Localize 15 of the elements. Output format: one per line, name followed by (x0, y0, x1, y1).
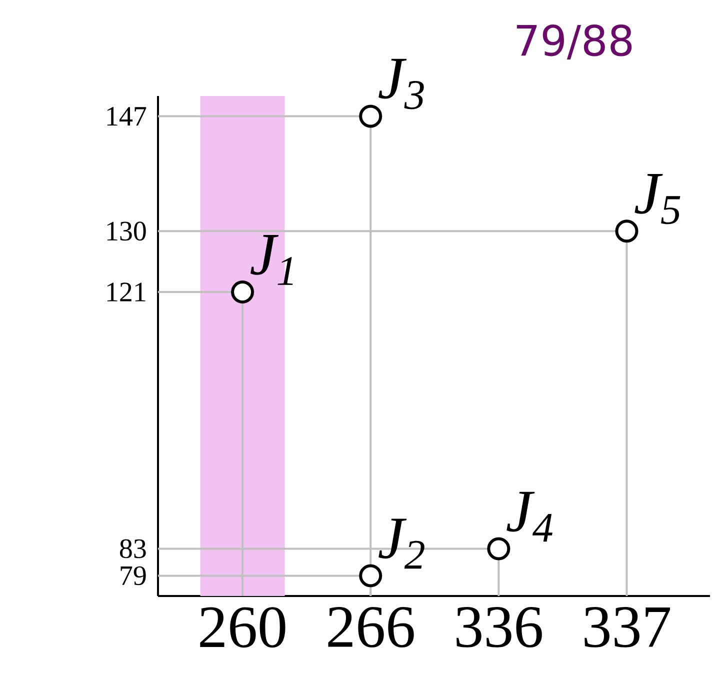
chart-title: 79/88 (516, 24, 632, 60)
x-tick-label: 336 (456, 607, 542, 648)
y-tick-label: 130 (107, 222, 146, 241)
annotation: J$_{5}$ (634, 174, 680, 224)
y-tick-label: 147 (107, 107, 146, 126)
annotation: J$_{4}$ (506, 492, 552, 542)
x-tick-label: 266 (328, 607, 414, 648)
annotation: J$_{2}$ (378, 518, 424, 569)
y-tick-label: 121 (107, 282, 146, 302)
x-tick-label: 260 (200, 607, 286, 648)
annotation: J$_{1}$ (250, 235, 293, 285)
annotation: J$_{3}$ (378, 58, 424, 110)
x-tick-label: 337 (584, 607, 670, 648)
y-tick-label: 83 (120, 539, 146, 558)
y-tick-label: 79 (120, 566, 146, 586)
